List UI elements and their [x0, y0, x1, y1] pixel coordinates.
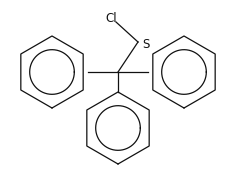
Text: Cl: Cl	[105, 12, 117, 24]
Text: S: S	[142, 37, 149, 51]
